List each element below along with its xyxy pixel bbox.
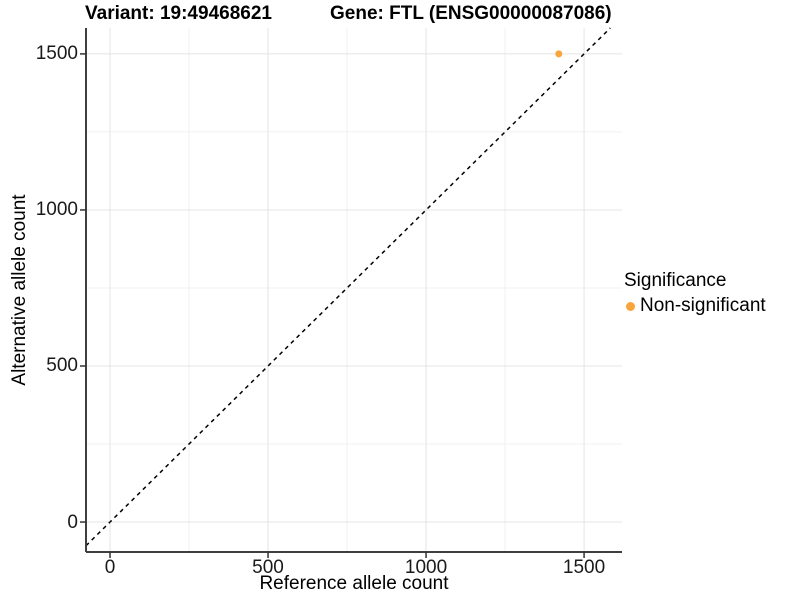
plot-panel <box>80 27 622 558</box>
legend-title: Significance <box>624 270 727 291</box>
legend-item: Non-significant <box>624 295 766 317</box>
gene-title: Gene: FTL (ENSG00000087086) <box>330 3 612 24</box>
x-tick-label: 500 <box>252 557 284 578</box>
x-tick-label: 0 <box>104 557 116 578</box>
x-axis-title: Reference allele count <box>259 573 449 594</box>
x-tick-label: 1500 <box>562 557 606 578</box>
data-point <box>555 50 563 58</box>
y-tick-label: 0 <box>67 511 78 533</box>
y-tick-label: 1500 <box>35 43 78 65</box>
legend-point-icon <box>626 301 635 311</box>
y-tick-label: 500 <box>46 355 78 377</box>
identity-line <box>85 27 611 547</box>
y-tick-label: 1000 <box>35 199 78 221</box>
legend-item-label: Non-significant <box>640 295 766 316</box>
x-tick-label: 1000 <box>404 557 448 578</box>
variant-title: Variant: 19:49468621 <box>85 3 272 24</box>
legend: Significance Non-significant <box>624 270 766 317</box>
